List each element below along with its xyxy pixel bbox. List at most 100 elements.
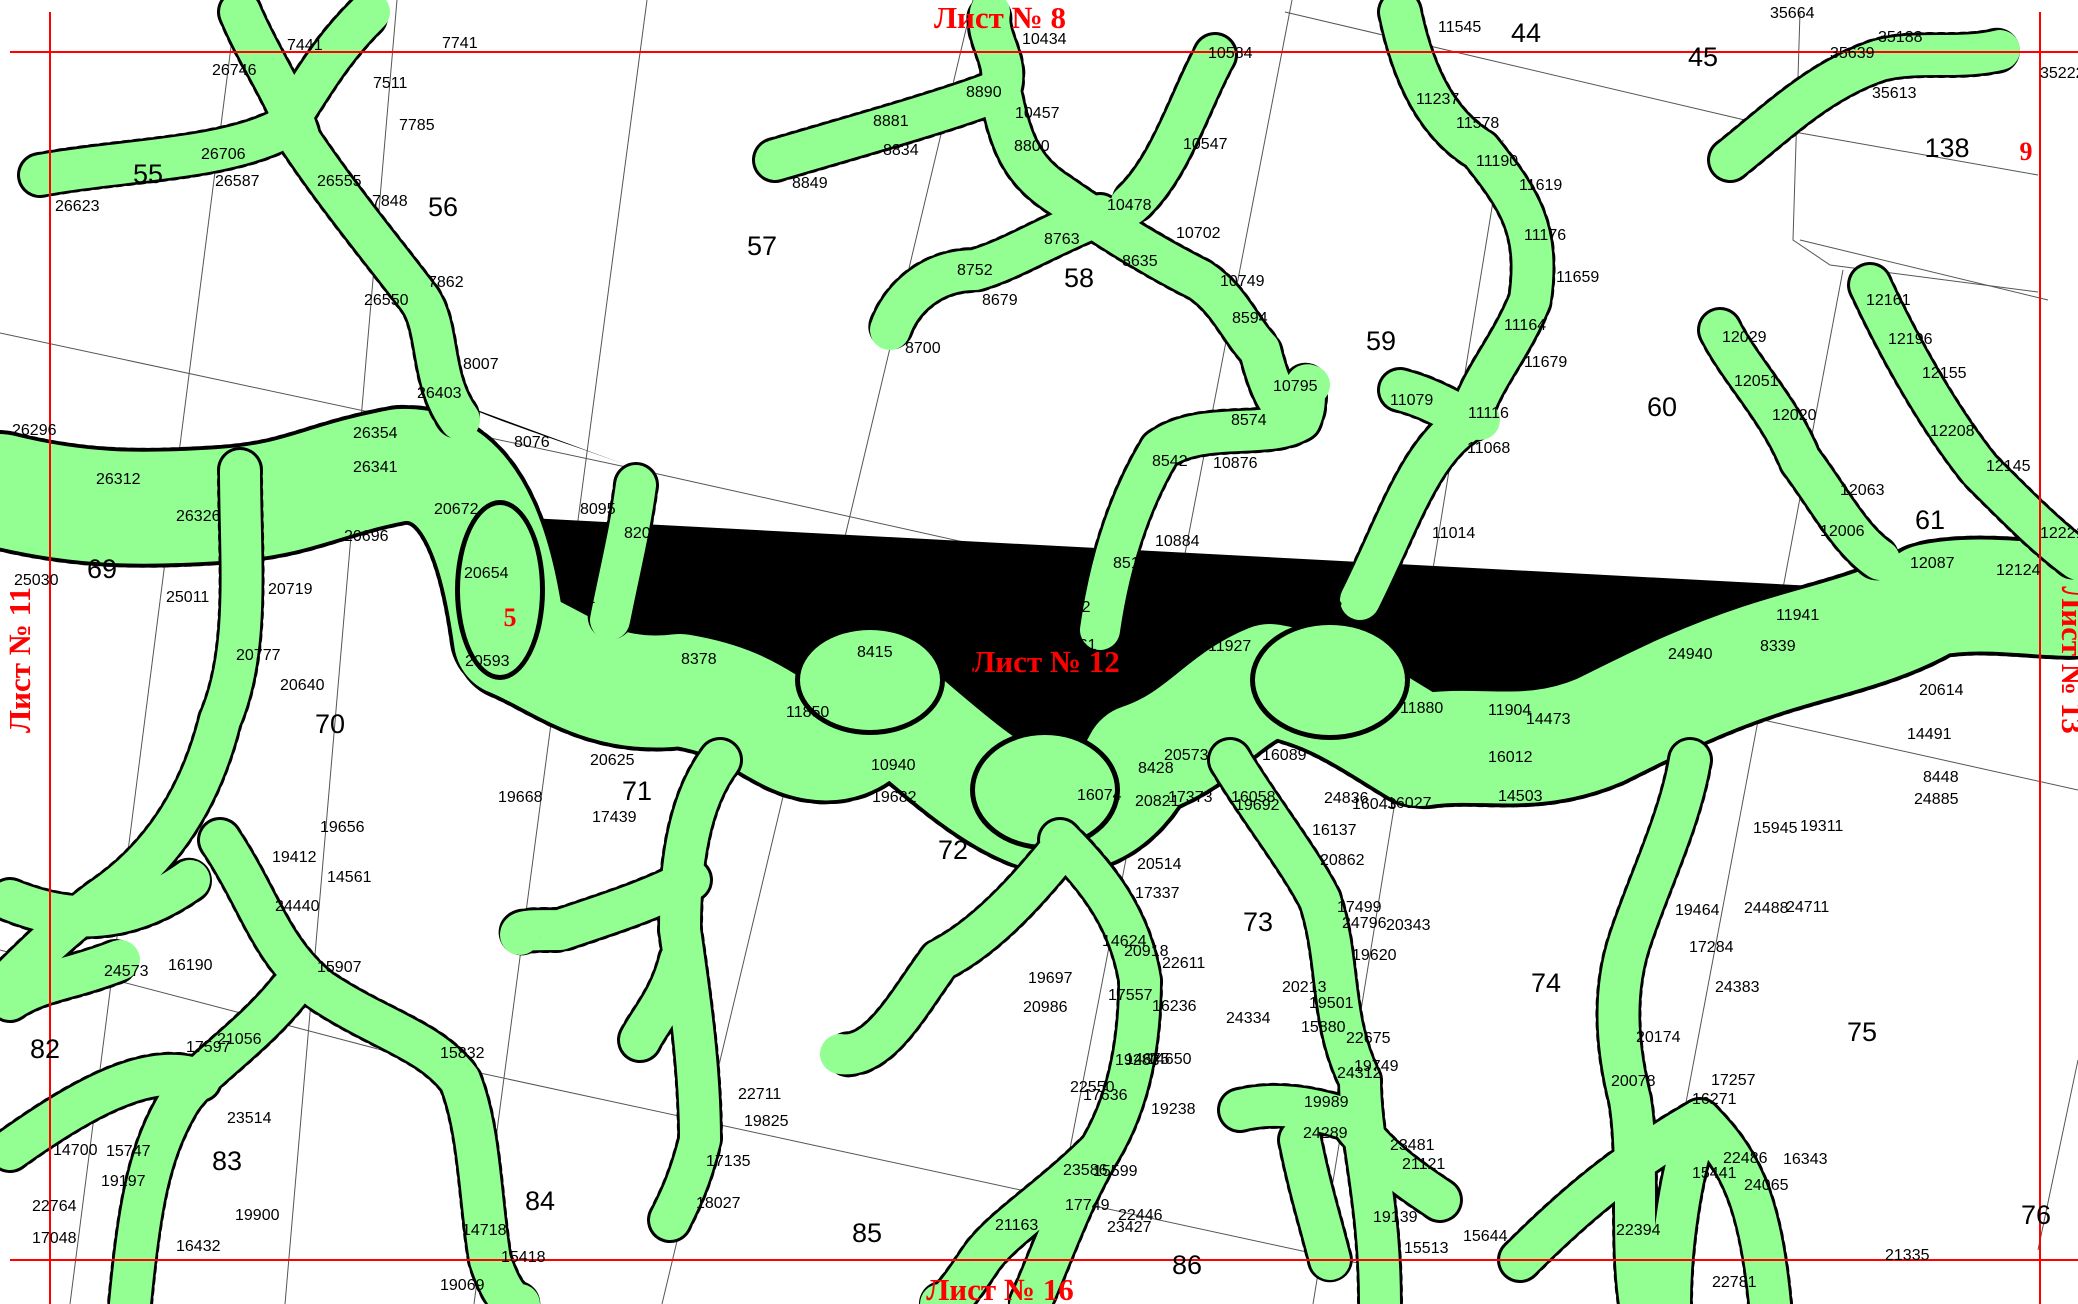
point-number-label: 17373 xyxy=(1168,789,1213,806)
point-number-label: 19900 xyxy=(235,1207,280,1224)
point-number-label: 10795 xyxy=(1273,378,1318,395)
sheet-label-left: Лист № 11 xyxy=(2,587,37,733)
point-number-label: 8378 xyxy=(681,651,717,668)
point-number-label: 10547 xyxy=(1183,136,1228,153)
parcel-label[interactable]: 86 xyxy=(1172,1250,1202,1280)
sheet-label-top: Лист № 8 xyxy=(934,0,1066,35)
parcel-numbers: 44 45 138 55 56 57 58 59 60 61 69 70 71 … xyxy=(30,18,2051,1280)
parcel-label[interactable]: 83 xyxy=(212,1146,242,1176)
point-number-label: 11190 xyxy=(1476,153,1518,170)
point-number-label: 10992 xyxy=(1394,607,1439,624)
point-number-label: 11927 xyxy=(1208,638,1251,655)
point-number-label: 8594 xyxy=(1232,310,1268,327)
point-number-label: 15907 xyxy=(317,959,362,976)
point-number-label: 16190 xyxy=(168,957,213,974)
sheet-label-center: Лист № 12 xyxy=(972,644,1120,679)
point-number-label: 21056 xyxy=(217,1031,262,1048)
parcel-label[interactable]: 59 xyxy=(1366,326,1396,356)
point-number-label: 12063 xyxy=(1840,482,1885,499)
point-number-label: 19668 xyxy=(498,789,543,806)
point-number-label: 20986 xyxy=(1023,999,1068,1016)
point-number-label: 12020 xyxy=(1772,407,1817,424)
point-number-label: 12196 xyxy=(1888,331,1933,348)
point-number-label: 12006 xyxy=(1820,523,1865,540)
point-number-label: 11904 xyxy=(1488,702,1531,719)
point-number-label: 10961 xyxy=(1052,637,1097,654)
parcel-label[interactable]: 82 xyxy=(30,1034,60,1064)
parcel-label[interactable]: 85 xyxy=(852,1218,882,1248)
parcel-label[interactable]: 75 xyxy=(1847,1017,1877,1047)
parcel-label[interactable]: 60 xyxy=(1647,392,1677,422)
point-number-label: 19069 xyxy=(440,1277,485,1294)
point-number-label: 14675 xyxy=(1125,1051,1170,1068)
point-number-label: 19989 xyxy=(1304,1094,1349,1111)
parcel-label[interactable]: 70 xyxy=(315,709,345,739)
parcel-label[interactable]: 74 xyxy=(1531,968,1561,998)
point-number-label: 7862 xyxy=(428,274,464,291)
point-number-label: 8339 xyxy=(1760,638,1796,655)
parcel-label[interactable]: 84 xyxy=(525,1186,555,1216)
point-number-label: 15747 xyxy=(106,1143,151,1160)
point-number-label: 24334 xyxy=(1226,1010,1271,1027)
point-number-label: 11659 xyxy=(1556,269,1599,286)
point-number-label: 8834 xyxy=(883,142,919,159)
point-number-label: 8207 xyxy=(624,525,660,542)
point-number-label: 19501 xyxy=(1309,995,1354,1012)
point-number-label: 16074 xyxy=(1077,787,1122,804)
parcel-label[interactable]: 76 xyxy=(2021,1200,2051,1230)
point-number-label: 19692 xyxy=(1235,797,1280,814)
parcel-label[interactable]: 57 xyxy=(747,231,777,261)
point-number-label: 8395 xyxy=(739,625,775,642)
point-number-label: 12087 xyxy=(1910,555,1955,572)
point-number-label: 11619 xyxy=(1519,177,1562,194)
point-number-label: 22486 xyxy=(1723,1150,1768,1167)
point-number-label: 10884 xyxy=(1155,533,1200,550)
point-number-label: 15945 xyxy=(1753,820,1798,837)
point-number-label: 24312 xyxy=(1337,1065,1382,1082)
point-number-label: 8635 xyxy=(1122,253,1158,270)
point-number-label: 11880 xyxy=(1400,700,1443,717)
parcel-label[interactable]: 71 xyxy=(622,776,652,806)
point-number-label: 14561 xyxy=(327,869,372,886)
point-number-label: 20719 xyxy=(268,581,313,598)
point-number-label: 19825 xyxy=(744,1113,789,1130)
point-number-label: 35664 xyxy=(1770,5,1815,22)
point-number-label: 7848 xyxy=(372,193,408,210)
point-number-label: 14491 xyxy=(1907,726,1952,743)
point-number-label: 24065 xyxy=(1744,1177,1789,1194)
point-number-label: 10922 xyxy=(1046,599,1091,616)
point-number-label: 22446 xyxy=(1118,1207,1163,1224)
point-number-label: 11545 xyxy=(1438,19,1481,36)
point-number-label: 21335 xyxy=(1885,1247,1930,1264)
point-number-label: 20343 xyxy=(1386,917,1431,934)
parcel-label[interactable]: 73 xyxy=(1243,907,1273,937)
point-number-label: 17597 xyxy=(186,1039,231,1056)
parcel-label[interactable]: 55 xyxy=(133,159,163,189)
point-number-label: 20777 xyxy=(236,647,281,664)
parcel-label[interactable]: 45 xyxy=(1688,42,1718,72)
point-number-label: 19283 xyxy=(1115,1052,1160,1069)
point-number-label: 12124 xyxy=(1996,562,2041,579)
point-number-label: 35188 xyxy=(1878,29,1923,46)
point-number-label: 24488 xyxy=(1744,900,1789,917)
point-number-label: 8415 xyxy=(857,644,893,661)
parcel-label[interactable]: 58 xyxy=(1064,263,1094,293)
parcel-label[interactable]: 69 xyxy=(87,554,117,584)
parcel-label[interactable]: 44 xyxy=(1511,18,1541,48)
point-number-label: 24940 xyxy=(1668,646,1713,663)
sheet-label-bottom: Лист № 16 xyxy=(926,1272,1074,1304)
parcel-label[interactable]: 72 xyxy=(938,835,968,865)
point-number-label: 15599 xyxy=(1093,1163,1138,1180)
point-number-label: 12051 xyxy=(1734,373,1779,390)
point-number-label: 16043 xyxy=(1352,796,1397,813)
point-number-label: 14624 xyxy=(1102,933,1147,950)
point-number-label: 15513 xyxy=(1404,1240,1449,1257)
parcel-label[interactable]: 138 xyxy=(1924,133,1969,163)
parcel-label[interactable]: 61 xyxy=(1915,505,1945,535)
point-number-label: 7785 xyxy=(399,117,435,134)
point-number-label: 35639 xyxy=(1830,45,1875,62)
point-number-label: 17048 xyxy=(32,1230,77,1247)
point-number-label: 16343 xyxy=(1783,1151,1828,1168)
parcel-label[interactable]: 56 xyxy=(428,192,458,222)
